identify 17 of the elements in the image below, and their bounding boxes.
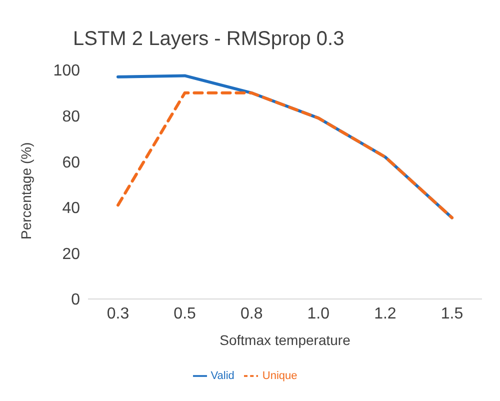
y-tick-label: 60 xyxy=(62,154,80,172)
x-tick-label: 0.5 xyxy=(174,305,196,322)
y-tick-label: 20 xyxy=(62,246,80,263)
chart-title: LSTM 2 Layers - RMSprop 0.3 xyxy=(73,28,344,51)
legend-label: Valid xyxy=(210,370,234,382)
y-tick-label: 40 xyxy=(62,200,80,218)
y-axis-title: Percentage (%) xyxy=(18,142,34,240)
y-tick-label: 80 xyxy=(62,108,80,126)
x-tick-label: 1.2 xyxy=(374,305,396,322)
x-tick-label: 0.8 xyxy=(240,305,263,322)
x-tick-label: 1.0 xyxy=(307,305,330,322)
legend-label: Unique xyxy=(262,370,298,382)
x-tick-label: 0.3 xyxy=(106,305,130,322)
x-tick-label: 1.5 xyxy=(440,305,464,322)
y-tick-label: 0 xyxy=(71,292,80,309)
x-axis-title: Softmax temperature xyxy=(220,332,351,348)
y-tick-label: 100 xyxy=(53,62,80,80)
